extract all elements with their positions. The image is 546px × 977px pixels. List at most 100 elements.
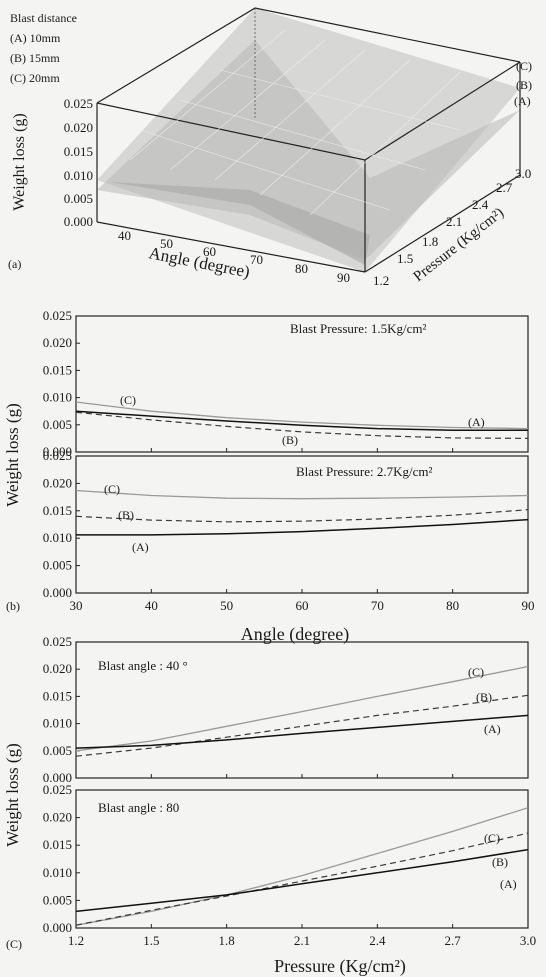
surface-label-a: (A) — [514, 94, 531, 108]
x-tick-label: 70 — [371, 598, 384, 613]
y-tick-label: 0.015 — [43, 362, 72, 377]
series-label: (A) — [468, 415, 485, 429]
series-line-c — [75, 489, 529, 500]
surface-grid — [129, 29, 461, 216]
y-tick-label: 0.005 — [43, 892, 72, 907]
y-tick-label: 0.020 — [43, 661, 72, 676]
x-tick-label: 1.8 — [219, 933, 235, 948]
y-tick: 2.4 — [472, 197, 489, 212]
panel-a: Blast distance (A) 10mm (B) 15mm (C) 20m… — [8, 7, 532, 288]
series-line-b — [75, 509, 529, 523]
panel-a-x-label: Angle (degree) — [147, 243, 251, 281]
x-tick-label: 80 — [446, 598, 459, 613]
y-tick-label: 0.000 — [43, 920, 72, 935]
subplot-annotation: Blast Pressure: 1.5Kg/cm² — [290, 321, 427, 336]
surface-shadow — [110, 182, 370, 265]
panel-a-label: (a) — [8, 257, 21, 271]
y-tick: 1.2 — [373, 273, 389, 288]
y-tick-label: 0.015 — [43, 503, 72, 518]
y-tick: 3.0 — [515, 166, 531, 181]
series-label: (A) — [132, 540, 149, 554]
z-tick: 0.015 — [64, 144, 93, 159]
series-line-b — [75, 411, 529, 439]
panel-a-z-label: Weight loss (g) — [11, 113, 28, 210]
series-label: (C) — [104, 482, 120, 496]
y-tick-label: 0.010 — [43, 390, 72, 405]
series-label: (B) — [476, 690, 492, 704]
y-tick-label: 0.005 — [43, 558, 72, 573]
x-tick-label: 30 — [70, 598, 83, 613]
panel-a-legend-item-a: (A) 10mm — [10, 31, 61, 45]
series-label: (C) — [120, 393, 136, 407]
surface-label-b: (B) — [516, 78, 532, 92]
series-label: (A) — [484, 722, 501, 736]
x-tick-label: 90 — [522, 598, 535, 613]
series-label: (B) — [118, 508, 134, 522]
series-line-a — [75, 410, 528, 431]
series-line-b — [75, 694, 529, 757]
panel-c-y-label: Weight loss (g) — [3, 743, 22, 846]
series-label: (C) — [484, 831, 500, 845]
series-line-a — [75, 848, 529, 913]
x-tick: 40 — [118, 228, 131, 243]
y-tick-label: 0.020 — [43, 335, 72, 350]
z-tick: 0.020 — [64, 120, 93, 135]
x-tick: 70 — [250, 252, 263, 267]
y-tick-label: 0.025 — [43, 782, 72, 797]
y-tick-label: 0.005 — [43, 417, 72, 432]
y-tick: 2.1 — [446, 214, 462, 229]
y-tick-label: 0.015 — [43, 837, 72, 852]
series-label: (B) — [492, 855, 508, 869]
series-line-b — [75, 832, 529, 926]
box-bottom-angle — [96, 221, 366, 273]
y-tick-label: 0.015 — [43, 688, 72, 703]
y-tick: 2.7 — [496, 180, 513, 195]
z-tick: 0.025 — [64, 96, 93, 111]
x-tick: 60 — [203, 244, 216, 259]
series-line-c — [75, 665, 529, 752]
series-label: (B) — [282, 433, 298, 447]
y-tick-label: 0.000 — [43, 444, 72, 459]
panel-a-z-ticks: 0.025 0.020 0.015 0.010 0.005 0.000 — [64, 96, 93, 229]
series-line-a — [76, 518, 529, 536]
z-tick: 0.000 — [64, 214, 93, 229]
z-tick: 0.010 — [64, 168, 93, 183]
y-tick-label: 0.025 — [43, 448, 72, 463]
y-tick-label: 0.000 — [43, 585, 72, 600]
subplot-annotation: Blast Pressure: 2.7Kg/cm² — [296, 464, 433, 479]
panel-a-legend-item-c: (C) 20mm — [10, 71, 60, 85]
y-tick: 1.8 — [422, 234, 438, 249]
y-tick-label: 0.020 — [43, 475, 72, 490]
panel-a-legend-title: Blast distance — [10, 11, 77, 25]
surface-a-lower — [97, 40, 520, 260]
x-tick-label: 2.7 — [445, 933, 462, 948]
series-line-c — [75, 807, 529, 926]
box-bottom-pressure — [364, 174, 521, 273]
surface-label-c: (C) — [516, 59, 532, 73]
plot-frame — [75, 315, 529, 453]
subplot-1: 0.025 0.020 0.015 0.010 0.005 0.000 Blast Pres… — [43, 308, 529, 459]
panel-c-label: (C) — [6, 937, 22, 951]
panel-c: (C) Weight loss (g) Pressure (Kg/cm²) — [3, 743, 406, 977]
y-tick: 1.5 — [397, 251, 413, 266]
x-tick: 80 — [295, 261, 308, 276]
series-label: (C) — [468, 665, 484, 679]
z-tick: 0.005 — [64, 191, 93, 206]
panel-b-y-label: Weight loss (g) — [3, 403, 22, 506]
x-tick-label: 1.5 — [143, 933, 159, 948]
x-tick-label: 3.0 — [520, 933, 536, 948]
line-subplots: 0.025 0.020 0.015 0.010 0.005 0.000 Blast Pres… — [43, 308, 536, 948]
x-tick-label: 50 — [220, 598, 233, 613]
x-tick-label: 2.4 — [369, 933, 386, 948]
panel-a-legend-item-b: (B) 15mm — [10, 51, 60, 65]
x-tick-label: 2.1 — [294, 933, 310, 948]
y-tick-label: 0.000 — [43, 770, 72, 785]
y-tick-label: 0.005 — [43, 743, 72, 758]
y-tick-label: 0.025 — [43, 634, 72, 649]
panel-c-x-label: Pressure (Kg/cm²) — [274, 956, 406, 977]
series-label: (A) — [500, 877, 517, 891]
subplot-annotation: Blast angle : 80 — [98, 800, 179, 815]
x-tick-label: 1.2 — [68, 933, 84, 948]
